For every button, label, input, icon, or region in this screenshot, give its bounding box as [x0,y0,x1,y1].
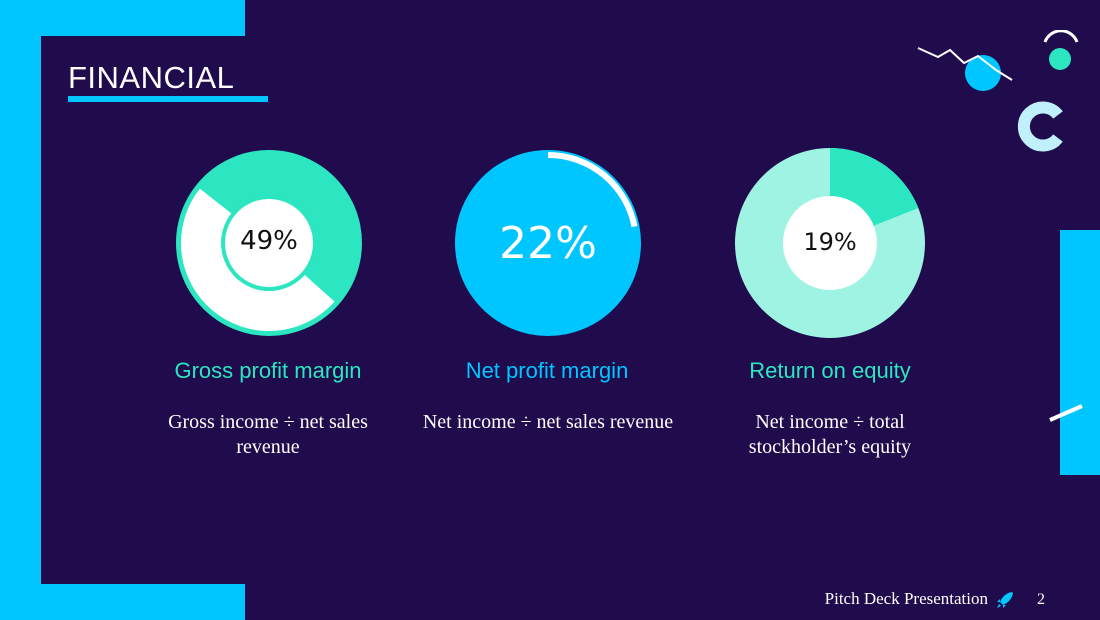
page-number: 2 [1037,591,1045,608]
rocket-icon [997,592,1013,608]
teal-dot-decoration [1049,48,1071,70]
metric-title: Net profit margin [465,358,629,383]
metric-description: Net income ÷ net sales revenue [422,411,674,433]
metric-description: Gross income ÷ net sales revenue [168,411,368,458]
metric-title: Gross profit margin [174,358,362,383]
gross-profit-donut: 49% [174,148,364,338]
left-accent-bar [0,0,41,620]
percent-label: 19% [803,228,857,256]
net-profit-donut: 22% [453,148,643,338]
right-accent-bar [1060,230,1100,475]
light-blue-ring-decoration [1017,101,1063,152]
donut-center [783,196,877,290]
percent-label: 49% [240,226,298,256]
donut-fill [455,150,641,336]
return-on-equity-donut: 19% [735,148,925,338]
zigzag-decoration [917,47,1013,81]
donut-value-arc [547,152,638,228]
donut-center [225,199,313,287]
blue-dot-decoration [965,55,1001,91]
slide-title: FINANCIAL [68,60,235,95]
percent-label: 22% [499,218,597,269]
title-underline [68,96,268,102]
metric-description: Net income ÷ total stockholder’s equity [748,411,912,458]
bottom-left-accent-bar [0,584,245,620]
metric-title: Return on equity [749,358,911,383]
white-arc-decoration [1043,30,1079,43]
footer-text: Pitch Deck Presentation [824,589,988,608]
white-dash-decoration [1049,404,1083,422]
decoration-shapes [917,30,1083,422]
